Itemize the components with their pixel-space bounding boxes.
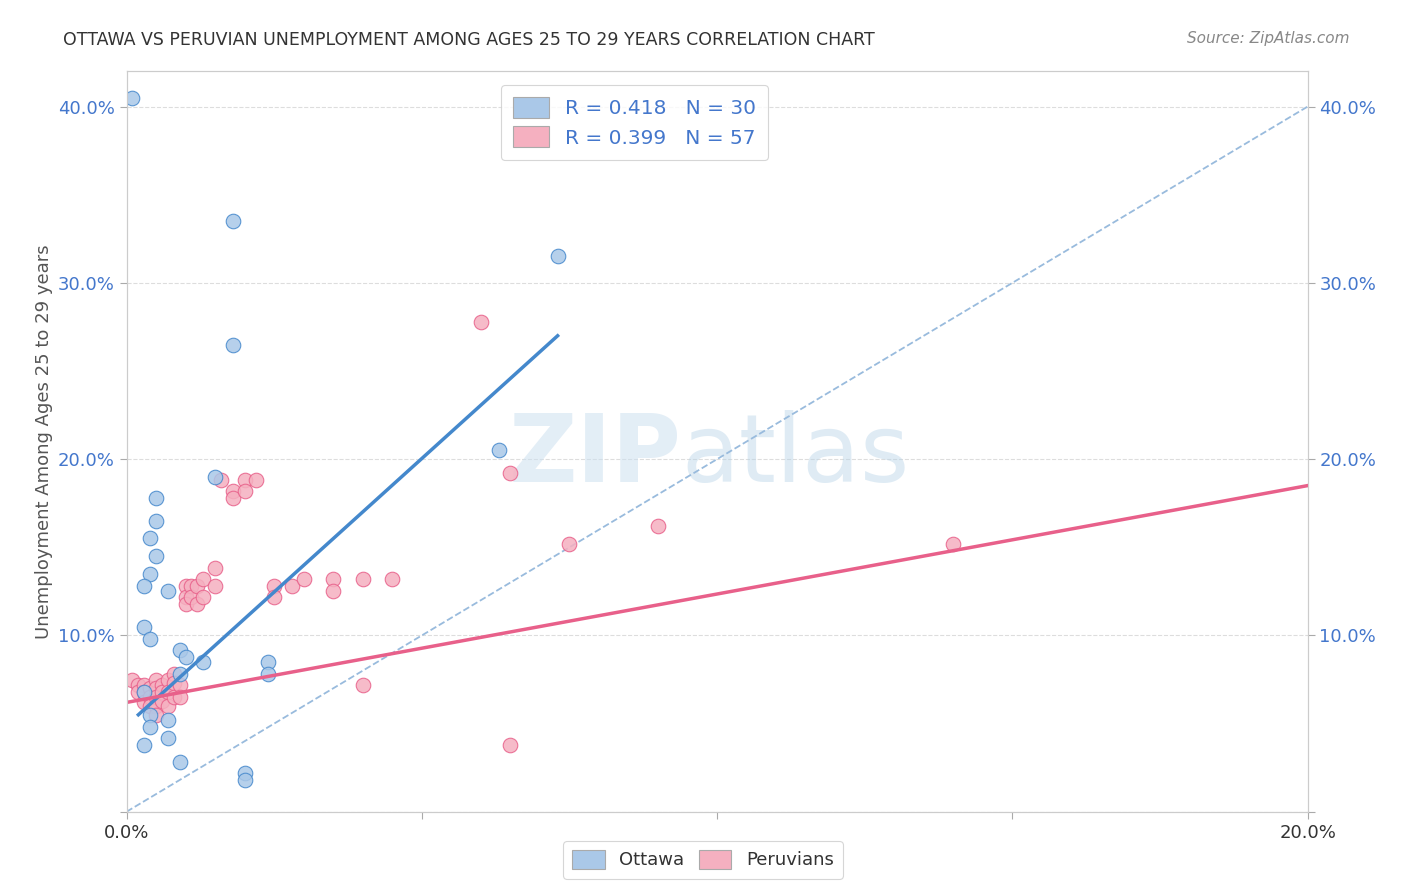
Text: Source: ZipAtlas.com: Source: ZipAtlas.com (1187, 31, 1350, 46)
Point (233, 772, 256, 787)
Point (470, 315, 492, 329)
Point (134, 738, 156, 752)
Point (322, 572, 344, 586)
Point (163, 667, 186, 681)
Point (156, 673, 179, 687)
Point (204, 579, 226, 593)
Point (647, 519, 669, 533)
Text: OTTAWA VS PERUVIAN UNEMPLOYMENT AMONG AGES 25 TO 29 YEARS CORRELATION CHART: OTTAWA VS PERUVIAN UNEMPLOYMENT AMONG AG… (63, 31, 875, 49)
Legend: Ottawa, Peruvians: Ottawa, Peruvians (564, 841, 842, 879)
Point (121, 91, 143, 105)
Point (180, 590, 202, 604)
Point (139, 707, 162, 722)
Point (156, 685, 179, 699)
Point (193, 590, 215, 604)
Point (352, 678, 374, 692)
Point (139, 566, 162, 581)
Point (145, 707, 167, 722)
Point (139, 690, 162, 705)
Point (121, 673, 143, 687)
Point (145, 673, 167, 687)
Point (499, 738, 522, 752)
Point (263, 579, 285, 593)
Point (257, 667, 280, 681)
Point (204, 470, 226, 484)
Point (180, 579, 202, 593)
Point (139, 720, 162, 734)
Point (134, 695, 156, 709)
Point (134, 678, 156, 692)
Y-axis label: Unemployment Among Ages 25 to 29 years: Unemployment Among Ages 25 to 29 years (35, 244, 53, 639)
Point (257, 655, 280, 669)
Point (174, 597, 197, 611)
Text: atlas: atlas (682, 410, 910, 502)
Point (156, 698, 179, 713)
Point (169, 667, 191, 681)
Point (281, 579, 304, 593)
Text: ZIP: ZIP (509, 410, 682, 502)
Point (547, 250, 569, 264)
Point (145, 681, 167, 696)
Point (186, 579, 208, 593)
Point (145, 514, 167, 528)
Point (145, 698, 167, 713)
Point (150, 678, 173, 692)
Point (499, 467, 522, 481)
Point (292, 572, 315, 586)
Point (150, 685, 173, 699)
Point (150, 694, 173, 708)
Point (139, 532, 162, 546)
Point (134, 685, 156, 699)
Point (134, 619, 156, 633)
Point (145, 491, 167, 505)
Point (381, 572, 404, 586)
Point (156, 584, 179, 599)
Point (127, 678, 149, 692)
Point (163, 690, 186, 705)
Point (156, 713, 179, 727)
Point (322, 584, 344, 599)
Point (488, 443, 510, 458)
Point (127, 685, 149, 699)
Point (169, 642, 191, 657)
Point (352, 572, 374, 586)
Point (558, 537, 581, 551)
Point (163, 676, 186, 690)
Point (169, 678, 191, 692)
Point (139, 681, 162, 696)
Point (263, 590, 285, 604)
Point (169, 756, 191, 770)
Point (174, 579, 197, 593)
Point (145, 549, 167, 563)
Point (186, 597, 208, 611)
Point (145, 690, 167, 705)
Point (156, 731, 179, 745)
Point (233, 766, 256, 780)
Point (222, 337, 245, 351)
Point (222, 214, 245, 228)
Point (204, 561, 226, 575)
Point (222, 491, 245, 505)
Point (245, 473, 267, 487)
Point (139, 632, 162, 646)
Point (193, 655, 215, 669)
Legend: R = 0.418   N = 30, R = 0.399   N = 57: R = 0.418 N = 30, R = 0.399 N = 57 (501, 85, 768, 160)
Point (169, 690, 191, 705)
Point (139, 698, 162, 713)
Point (174, 590, 197, 604)
Point (134, 579, 156, 593)
Point (134, 685, 156, 699)
Point (233, 473, 256, 487)
Point (209, 473, 232, 487)
Point (222, 483, 245, 498)
Point (193, 572, 215, 586)
Point (233, 483, 256, 498)
Point (174, 649, 197, 664)
Point (942, 537, 965, 551)
